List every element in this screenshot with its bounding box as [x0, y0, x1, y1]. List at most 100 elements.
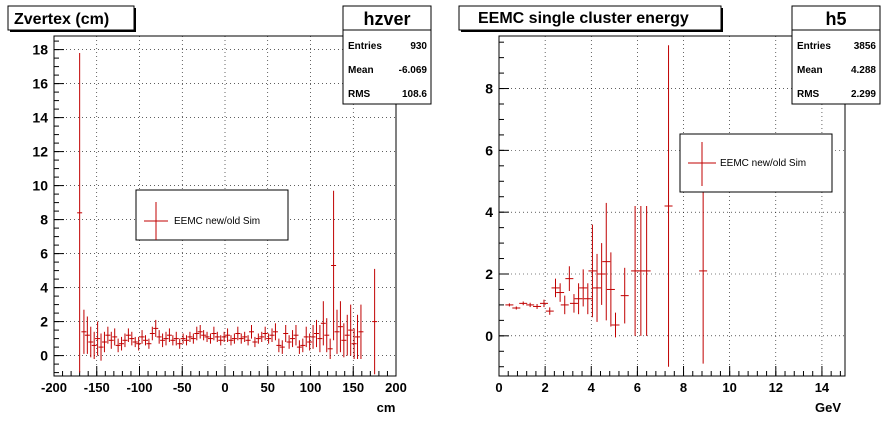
- data-point: [95, 321, 101, 356]
- data-point: [551, 278, 560, 298]
- x-tick-label: -150: [84, 380, 110, 395]
- legend-label: EEMC new/old Sim: [720, 158, 806, 169]
- x-tick-label: 150: [342, 380, 364, 395]
- data-point: [112, 328, 118, 346]
- data-point: [218, 335, 224, 346]
- data-point: [372, 268, 378, 375]
- data-point: [204, 331, 210, 342]
- stats-mean: -6.069: [399, 65, 428, 76]
- y-axis: 0 2 4 6 8: [485, 41, 509, 368]
- data-point: [519, 301, 528, 306]
- data-point: [173, 331, 179, 346]
- data-point: [358, 304, 364, 359]
- data-point: [279, 340, 285, 354]
- data-point: [125, 328, 131, 342]
- data-point: [153, 319, 159, 337]
- stats-mean-label: Mean: [797, 65, 823, 76]
- data-point: [320, 301, 326, 346]
- data-point: [579, 269, 588, 307]
- data-point: [310, 325, 316, 349]
- data-point: [593, 253, 602, 322]
- data-point: [642, 206, 651, 336]
- data-point: [187, 331, 193, 342]
- data-point: [238, 333, 244, 344]
- stats-mean-label: Mean: [348, 65, 374, 76]
- data-point: [255, 333, 261, 344]
- data-point: [242, 331, 248, 342]
- stats-entries: 3856: [854, 41, 877, 52]
- x-tick-label: -200: [41, 380, 67, 395]
- stats-name: hzver: [363, 9, 410, 29]
- data-point: [337, 301, 343, 353]
- stats-box: [342, 5, 432, 105]
- data-point: [262, 326, 268, 341]
- data-point: [331, 190, 337, 341]
- data-point: [235, 326, 241, 341]
- data-point: [597, 243, 606, 305]
- data-point: [231, 333, 237, 344]
- grid: [54, 36, 396, 376]
- data-point: [699, 178, 708, 364]
- x-tick-label: 10: [722, 380, 736, 395]
- data-point: [664, 45, 673, 367]
- stats-box: [791, 5, 881, 105]
- x-tick-label: 200: [385, 380, 407, 395]
- stats-rms: 2.299: [851, 89, 876, 100]
- data-point: [108, 331, 114, 349]
- y-tick-label: 6: [485, 142, 493, 158]
- stats-entries: 930: [410, 41, 427, 52]
- title-box: [7, 5, 135, 31]
- data-point: [505, 303, 514, 307]
- stats-entries-label: Entries: [348, 41, 382, 52]
- data-point: [269, 328, 275, 342]
- data-point: [245, 335, 251, 346]
- data-point: [560, 295, 569, 315]
- stats-rms-label: RMS: [348, 89, 371, 100]
- x-tick-label: 12: [769, 380, 783, 395]
- y-tick-label: 8: [485, 81, 493, 97]
- data-point: [156, 330, 162, 344]
- x-axis-label: cm: [377, 400, 396, 415]
- data-point: [283, 325, 289, 342]
- data-point: [77, 53, 83, 373]
- legend-label: EEMC new/old Sim: [174, 216, 260, 227]
- data-point: [122, 333, 128, 348]
- data-point: [142, 335, 148, 346]
- data-point: [207, 333, 213, 344]
- data-point: [163, 331, 169, 346]
- data-point: [139, 330, 145, 344]
- data-point: [512, 306, 521, 310]
- data-point: [348, 304, 354, 356]
- data-point: [225, 328, 231, 342]
- data-point: [190, 333, 196, 344]
- data-point: [201, 330, 207, 341]
- x-tick-label: 14: [815, 380, 830, 395]
- stats-mean: 4.288: [851, 65, 876, 76]
- legend: [135, 189, 289, 241]
- data-point: [293, 325, 299, 346]
- data-point: [211, 326, 217, 341]
- stats-rms: 108.6: [402, 89, 427, 100]
- data-point: [327, 338, 333, 359]
- data-point: [98, 333, 104, 361]
- y-tick-label: 10: [32, 178, 48, 194]
- y-tick-label: 16: [32, 76, 48, 92]
- y-tick-label: 0: [485, 328, 493, 344]
- y-tick-label: 12: [32, 144, 48, 160]
- data-series: [505, 45, 708, 367]
- data-point: [324, 318, 330, 353]
- chart-zvertex: Zvertex (cm) -200 -150 -100 -50 0 50 100 150 200…: [7, 5, 432, 415]
- x-tick-label: 4: [588, 380, 596, 395]
- chart-title: Zvertex (cm): [14, 11, 109, 28]
- x-axis: -200 -150 -100 -50 0 50 100 150 200: [41, 366, 407, 395]
- data-point: [129, 331, 135, 346]
- y-tick-label: 2: [485, 266, 493, 282]
- data-point: [272, 323, 278, 341]
- data-point: [194, 326, 200, 341]
- data-point: [344, 314, 350, 356]
- data-point: [526, 302, 535, 308]
- data-point: [252, 336, 258, 348]
- x-tick-label: 8: [680, 380, 687, 395]
- data-point: [611, 312, 620, 338]
